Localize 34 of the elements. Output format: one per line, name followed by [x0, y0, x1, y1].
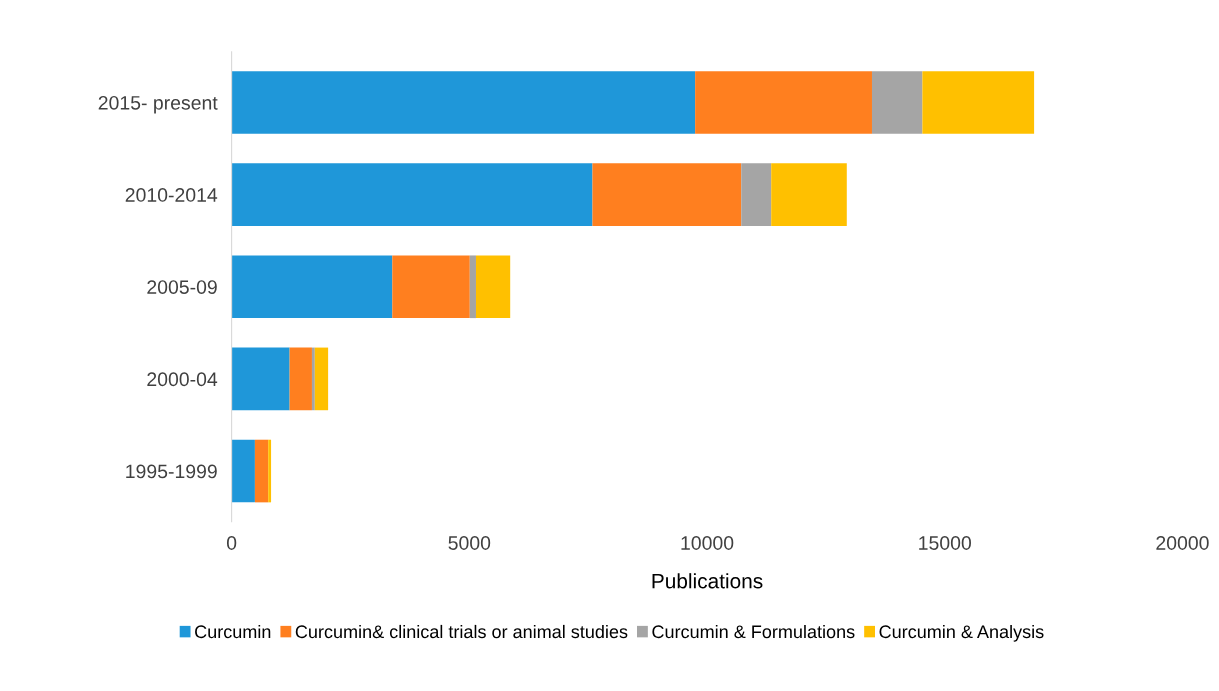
bar [268, 439, 272, 503]
bar [231, 71, 696, 134]
bar [771, 163, 847, 226]
bar [592, 163, 742, 226]
bar [922, 71, 1035, 134]
y-tick-label: 2005-09 [147, 280, 217, 294]
bar [695, 71, 872, 134]
y-tick-label: 2015- present [98, 95, 218, 114]
y-tick-label: 2000-04 [147, 372, 218, 387]
legend-label: Curcumin& clinical trials or animal studies [295, 624, 628, 639]
legend-label: Curcumin [195, 624, 271, 639]
bar [231, 255, 393, 319]
bar [469, 255, 476, 319]
bar [871, 71, 923, 134]
bar [392, 255, 470, 319]
x-tick-label: 10000 [681, 536, 734, 550]
y-tick-label: 2010-2014 [125, 188, 218, 202]
bar [231, 347, 290, 411]
bar [231, 163, 593, 226]
bar [289, 347, 312, 411]
y-tick-label: 1995-1999 [126, 464, 217, 479]
x-tick-label: 15000 [919, 536, 971, 550]
bar [475, 255, 511, 319]
x-tick-label: 20000 [1156, 536, 1209, 550]
x-tick-label: 0 [226, 536, 237, 550]
bar [231, 439, 255, 503]
bar [741, 163, 772, 226]
bar [311, 347, 315, 411]
bar [254, 439, 269, 503]
legend-label: Curcumin & Formulations [652, 624, 855, 639]
bar [314, 347, 329, 411]
legend-label: Curcumin & Analysis [879, 624, 1044, 642]
x-tick-label: 5000 [448, 536, 491, 550]
x-axis-title: Publications [652, 573, 763, 589]
